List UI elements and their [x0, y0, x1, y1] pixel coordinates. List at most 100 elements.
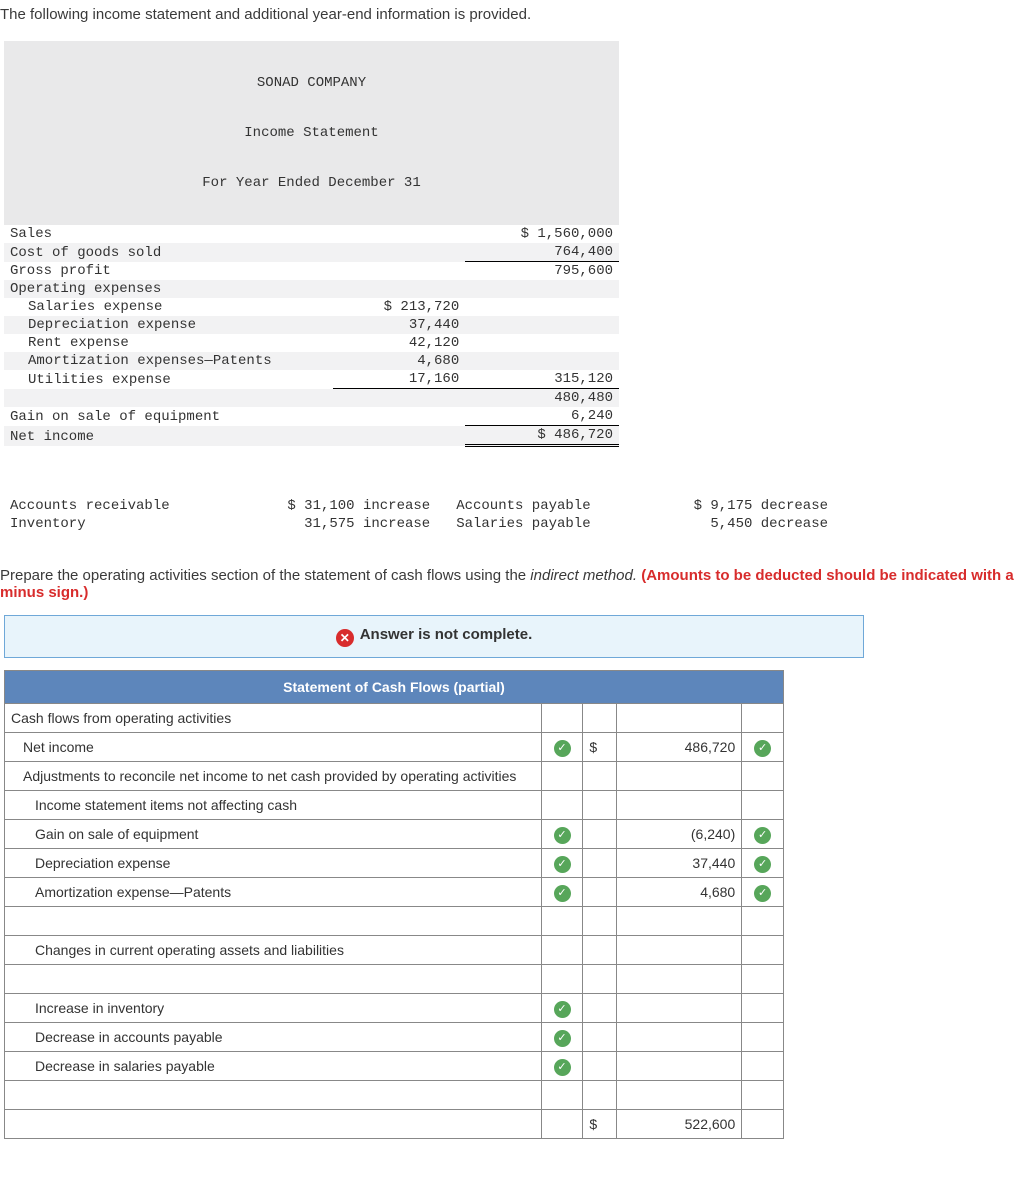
- table-row: [5, 1081, 784, 1110]
- income-row-subtotal: [333, 280, 465, 298]
- income-row-label: Gross profit: [4, 262, 333, 281]
- cashflow-row-value[interactable]: [616, 704, 741, 733]
- cashflow-row-check2: [742, 704, 784, 733]
- table-row: $522,600: [5, 1110, 784, 1139]
- cashflow-row-value[interactable]: [616, 791, 741, 820]
- check-icon: ✓: [554, 827, 571, 844]
- cashflow-row-value[interactable]: [616, 907, 741, 936]
- cashflow-row-value[interactable]: (6,240): [616, 820, 741, 849]
- income-row-subtotal: [333, 262, 465, 281]
- cashflow-row-label[interactable]: Depreciation expense: [5, 849, 542, 878]
- cashflow-table: Statement of Cash Flows (partial) Cash f…: [4, 670, 784, 1139]
- income-row-label: Sales: [4, 225, 333, 243]
- income-row-subtotal: [333, 389, 465, 408]
- table-row: Income statement items not affecting cas…: [5, 791, 784, 820]
- cashflow-row-check: ✓: [541, 878, 583, 907]
- cashflow-row-dollar: [583, 762, 617, 791]
- income-row-amount: 764,400: [465, 243, 619, 262]
- table-row: Depreciation expense✓37,440✓: [5, 849, 784, 878]
- income-row-subtotal: $ 213,720: [333, 298, 465, 316]
- income-row-subtotal: [333, 407, 465, 426]
- cashflow-row-label[interactable]: Changes in current operating assets and …: [5, 936, 542, 965]
- cashflow-row-check: ✓: [541, 994, 583, 1023]
- company-name: SONAD COMPANY: [4, 74, 619, 92]
- income-row-label: Gain on sale of equipment: [4, 407, 333, 426]
- cashflow-row-value[interactable]: [616, 762, 741, 791]
- table-row: Cash flows from operating activities: [5, 704, 784, 733]
- cashflow-row-value[interactable]: [616, 965, 741, 994]
- cashflow-row-dollar: [583, 907, 617, 936]
- cashflow-row-label[interactable]: Amortization expense—Patents: [5, 878, 542, 907]
- cashflow-row-label[interactable]: Decrease in accounts payable: [5, 1023, 542, 1052]
- cashflow-row-check2: [742, 762, 784, 791]
- cashflow-row-check2: [742, 1023, 784, 1052]
- cashflow-row-dollar: [583, 1081, 617, 1110]
- cashflow-row-dollar: [583, 878, 617, 907]
- table-row: Amortization expense—Patents✓4,680✓: [5, 878, 784, 907]
- cashflow-row-dollar: $: [583, 1110, 617, 1139]
- cashflow-row-label[interactable]: Income statement items not affecting cas…: [5, 791, 542, 820]
- income-row-label: Amortization expenses—Patents: [4, 352, 333, 370]
- table-row: Adjustments to reconcile net income to n…: [5, 762, 784, 791]
- income-row-subtotal: [333, 225, 465, 243]
- cashflow-row-check: [541, 1110, 583, 1139]
- cashflow-row-check2: [742, 1052, 784, 1081]
- cashflow-row-check: [541, 762, 583, 791]
- additional-cell: 31,575 increase: [229, 515, 450, 533]
- cashflow-row-value[interactable]: [616, 936, 741, 965]
- cashflow-row-label[interactable]: Decrease in salaries payable: [5, 1052, 542, 1081]
- cashflow-row-check2: ✓: [742, 849, 784, 878]
- additional-cell: 5,450 decrease: [642, 515, 834, 533]
- check-icon: ✓: [554, 740, 571, 757]
- income-row-amount: 480,480: [465, 389, 619, 408]
- cashflow-row-value[interactable]: [616, 1081, 741, 1110]
- table-row: [5, 907, 784, 936]
- cashflow-row-label[interactable]: Gain on sale of equipment: [5, 820, 542, 849]
- additional-cell: Accounts payable: [450, 497, 642, 515]
- cashflow-row-value[interactable]: [616, 1023, 741, 1052]
- income-row-label: Net income: [4, 426, 333, 446]
- cashflow-row-dollar: [583, 820, 617, 849]
- additional-cell: $ 9,175 decrease: [642, 497, 834, 515]
- cashflow-row-label[interactable]: [5, 1110, 542, 1139]
- cashflow-row-dollar: [583, 1023, 617, 1052]
- income-row-amount: $ 486,720: [465, 426, 619, 446]
- income-row-subtotal: [333, 243, 465, 262]
- cashflow-row-check2: [742, 1110, 784, 1139]
- cashflow-row-value[interactable]: 37,440: [616, 849, 741, 878]
- cashflow-row-check2: [742, 965, 784, 994]
- cashflow-row-check2: ✓: [742, 733, 784, 762]
- cashflow-row-label[interactable]: [5, 965, 542, 994]
- cashflow-row-value[interactable]: [616, 994, 741, 1023]
- income-row-amount: [465, 334, 619, 352]
- cashflow-row-value[interactable]: 4,680: [616, 878, 741, 907]
- cashflow-row-dollar: [583, 1052, 617, 1081]
- cashflow-row-value[interactable]: 486,720: [616, 733, 741, 762]
- cashflow-row-label[interactable]: Increase in inventory: [5, 994, 542, 1023]
- cashflow-row-label[interactable]: [5, 1081, 542, 1110]
- cashflow-row-value[interactable]: [616, 1052, 741, 1081]
- answer-banner: ✕Answer is not complete.: [4, 615, 864, 658]
- cashflow-row-dollar: [583, 965, 617, 994]
- check-icon: ✓: [754, 856, 771, 873]
- cashflow-row-check2: ✓: [742, 820, 784, 849]
- table-row: Net income✓$486,720✓: [5, 733, 784, 762]
- cashflow-row-label[interactable]: Net income: [5, 733, 542, 762]
- cashflow-row-check: [541, 907, 583, 936]
- income-row-amount: 795,600: [465, 262, 619, 281]
- income-row-label: Rent expense: [4, 334, 333, 352]
- additional-cell: $ 31,100 increase: [229, 497, 450, 515]
- table-row: Changes in current operating assets and …: [5, 936, 784, 965]
- additional-cell: Inventory: [4, 515, 229, 533]
- additional-cell: Accounts receivable: [4, 497, 229, 515]
- cashflow-row-label[interactable]: [5, 907, 542, 936]
- cashflow-row-check: [541, 936, 583, 965]
- cashflow-row-value[interactable]: 522,600: [616, 1110, 741, 1139]
- cashflow-row-dollar: [583, 936, 617, 965]
- cashflow-row-label[interactable]: Cash flows from operating activities: [5, 704, 542, 733]
- check-icon: ✓: [554, 1001, 571, 1018]
- cashflow-row-dollar: [583, 849, 617, 878]
- cashflow-row-label[interactable]: Adjustments to reconcile net income to n…: [5, 762, 542, 791]
- income-row-subtotal: 37,440: [333, 316, 465, 334]
- income-row-amount: 315,120: [465, 370, 619, 389]
